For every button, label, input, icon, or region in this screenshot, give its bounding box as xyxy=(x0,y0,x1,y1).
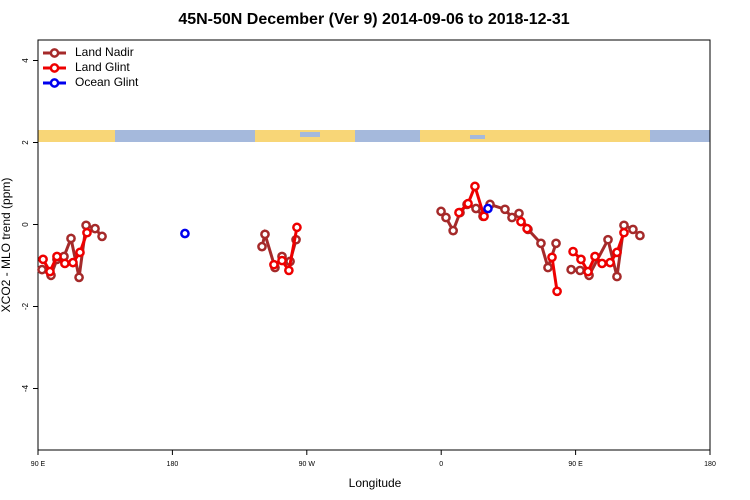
data-point xyxy=(603,234,613,245)
data-point xyxy=(260,229,270,240)
x-axis-label: Longitude xyxy=(349,476,402,490)
data-point xyxy=(612,247,622,258)
data-point xyxy=(68,257,78,268)
data-point xyxy=(38,254,48,265)
data-point xyxy=(75,247,85,258)
data-point xyxy=(612,271,622,282)
legend-marker xyxy=(49,78,60,88)
data-point xyxy=(81,220,91,231)
data-point xyxy=(60,258,70,269)
data-point xyxy=(551,238,561,249)
data-point xyxy=(471,203,481,214)
legend-label: Land Nadir xyxy=(75,45,134,59)
data-point xyxy=(436,206,446,217)
data-point xyxy=(575,265,585,276)
data-point xyxy=(543,262,553,273)
data-point xyxy=(514,208,524,219)
data-point xyxy=(45,266,55,277)
data-point xyxy=(619,227,629,238)
x-tick-label: 180 xyxy=(704,461,716,468)
legend-marker xyxy=(49,63,60,73)
data-point xyxy=(97,231,107,242)
data-point xyxy=(284,265,294,276)
data-point xyxy=(448,225,458,236)
data-point xyxy=(82,227,92,238)
x-tick-label: 180 xyxy=(167,461,179,468)
data-point xyxy=(500,204,510,215)
x-tick-label: 90 E xyxy=(568,461,583,468)
data-point xyxy=(568,246,578,257)
chart-title: 45N-50N December (Ver 9) 2014-09-06 to 2… xyxy=(178,11,569,28)
data-point xyxy=(479,211,489,222)
data-point xyxy=(66,233,76,244)
data-point xyxy=(628,224,638,235)
legend-label: Land Glint xyxy=(75,60,130,74)
data-point xyxy=(552,286,562,297)
legend-marker xyxy=(49,48,60,58)
y-tick-label: 0 xyxy=(21,222,30,227)
data-point xyxy=(507,212,517,223)
x-tick-label: 0 xyxy=(439,461,443,468)
data-point xyxy=(463,198,473,209)
legend-label: Ocean Glint xyxy=(75,75,139,89)
data-point xyxy=(454,207,464,218)
data-point xyxy=(277,255,287,266)
data-point xyxy=(52,251,62,262)
data-point xyxy=(90,223,100,234)
data-point xyxy=(566,264,576,275)
data-point xyxy=(590,251,600,262)
data-point xyxy=(597,258,607,269)
plot-frame xyxy=(37,39,711,451)
data-point xyxy=(180,228,190,239)
y-tick-label: -4 xyxy=(21,384,30,392)
data-point xyxy=(547,252,557,263)
data-point xyxy=(576,254,586,265)
data-point xyxy=(483,203,493,214)
data-point xyxy=(619,220,629,231)
y-axis-label: XCO2 - MLO trend (ppm) xyxy=(0,178,13,313)
map-strip xyxy=(38,130,710,142)
data-point xyxy=(470,181,480,192)
x-tick-label: 90 E xyxy=(31,461,46,468)
data-point xyxy=(269,259,279,270)
data-point xyxy=(74,272,84,283)
data-point xyxy=(605,257,615,268)
data-point xyxy=(257,241,267,252)
data-point xyxy=(635,230,645,241)
data-point xyxy=(583,266,593,277)
data-point xyxy=(292,222,302,233)
data-point xyxy=(536,238,546,249)
data-point xyxy=(441,212,451,223)
data-point xyxy=(37,264,47,275)
y-tick-label: 4 xyxy=(21,58,30,63)
data-point xyxy=(516,216,526,227)
y-tick-label: 2 xyxy=(21,140,30,145)
y-tick-label: -2 xyxy=(21,302,30,310)
data-point xyxy=(522,223,532,234)
x-tick-label: 90 W xyxy=(299,461,316,468)
